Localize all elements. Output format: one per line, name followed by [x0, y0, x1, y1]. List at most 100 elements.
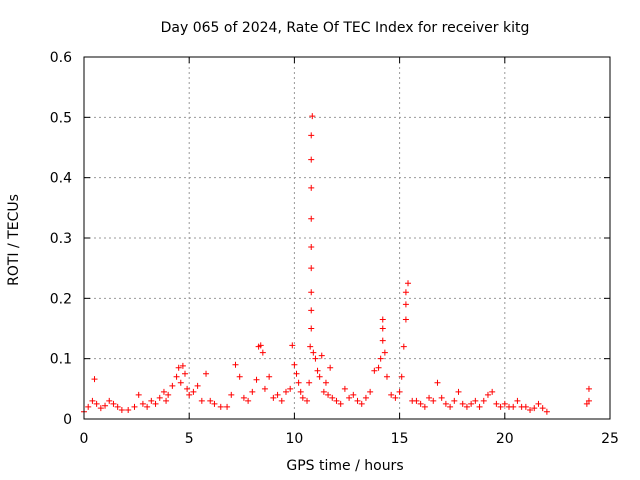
- data-point: [316, 373, 323, 380]
- data-point: [89, 397, 96, 404]
- data-point: [97, 405, 104, 412]
- data-point: [362, 394, 369, 401]
- data-point: [308, 325, 315, 332]
- data-point: [379, 325, 386, 332]
- data-point: [217, 403, 224, 410]
- data-point: [375, 364, 382, 371]
- data-point: [177, 379, 184, 386]
- data-point: [426, 394, 433, 401]
- data-point: [327, 364, 334, 371]
- y-tick-label: 0: [63, 412, 72, 428]
- data-point: [163, 397, 170, 404]
- data-point: [309, 113, 316, 120]
- data-point: [459, 400, 466, 407]
- data-point: [308, 156, 315, 163]
- data-point: [152, 400, 159, 407]
- data-point: [402, 289, 409, 296]
- data-point: [398, 373, 405, 380]
- data-point: [543, 408, 550, 415]
- data-point: [165, 391, 172, 398]
- data-point: [131, 403, 138, 410]
- y-axis-label: ROTI / TECUs: [6, 194, 22, 286]
- data-point: [289, 342, 296, 349]
- x-axis-label: GPS time / hours: [286, 458, 403, 474]
- data-point: [531, 405, 538, 412]
- data-point: [308, 215, 315, 222]
- data-point: [207, 397, 214, 404]
- data-point: [402, 316, 409, 323]
- data-point: [278, 397, 285, 404]
- data-point: [249, 388, 256, 395]
- data-point: [472, 397, 479, 404]
- x-tick-label: 20: [496, 431, 514, 447]
- data-point: [307, 343, 314, 350]
- data-point: [527, 406, 534, 413]
- data-point: [310, 349, 317, 356]
- data-point: [341, 385, 348, 392]
- data-point: [333, 397, 340, 404]
- data-point: [434, 379, 441, 386]
- y-tick-label: 0.6: [50, 50, 72, 66]
- data-point: [381, 349, 388, 356]
- data-point: [413, 397, 420, 404]
- data-point: [259, 349, 266, 356]
- data-point: [396, 388, 403, 395]
- data-point: [379, 316, 386, 323]
- data-point: [585, 385, 592, 392]
- data-point: [156, 394, 163, 401]
- data-point: [198, 397, 205, 404]
- data-point: [320, 388, 327, 395]
- data-point: [329, 394, 336, 401]
- data-point: [451, 397, 458, 404]
- data-point: [257, 342, 264, 349]
- data-point: [106, 397, 113, 404]
- data-point: [232, 361, 239, 368]
- data-point: [291, 361, 298, 368]
- data-point: [306, 379, 313, 386]
- data-point: [468, 400, 475, 407]
- data-point: [297, 388, 304, 395]
- data-point: [203, 370, 210, 377]
- data-point: [91, 376, 98, 383]
- data-point: [308, 307, 315, 314]
- data-point: [308, 184, 315, 191]
- data-point: [236, 373, 243, 380]
- data-point: [354, 397, 361, 404]
- data-point: [299, 394, 306, 401]
- data-point: [405, 280, 412, 287]
- data-point: [417, 400, 424, 407]
- data-point: [325, 391, 332, 398]
- data-point: [371, 367, 378, 374]
- data-point: [194, 382, 201, 389]
- data-point: [480, 397, 487, 404]
- data-point: [522, 403, 529, 410]
- data-point: [430, 397, 437, 404]
- data-point: [392, 394, 399, 401]
- y-tick-label: 0.1: [50, 352, 72, 368]
- data-point: [421, 403, 428, 410]
- data-point: [337, 400, 344, 407]
- data-point: [245, 397, 252, 404]
- data-point: [304, 397, 311, 404]
- y-tick-label: 0.4: [50, 171, 72, 187]
- data-point: [383, 373, 390, 380]
- data-point: [514, 397, 521, 404]
- data-point: [102, 402, 109, 409]
- data-point: [455, 388, 462, 395]
- data-point: [493, 400, 500, 407]
- data-point: [295, 379, 302, 386]
- data-point: [585, 397, 592, 404]
- data-point: [308, 132, 315, 139]
- data-point: [497, 403, 504, 410]
- gridlines: [84, 57, 610, 419]
- data-point: [388, 391, 395, 398]
- data-point: [179, 362, 186, 369]
- data-point: [160, 388, 167, 395]
- data-point: [186, 391, 193, 398]
- data-point: [228, 391, 235, 398]
- data-point: [224, 403, 231, 410]
- chart-title: Day 065 of 2024, Rate Of TEC Index for r…: [161, 20, 530, 36]
- data-point: [110, 400, 117, 407]
- data-point: [447, 403, 454, 410]
- x-tick-label: 15: [391, 431, 409, 447]
